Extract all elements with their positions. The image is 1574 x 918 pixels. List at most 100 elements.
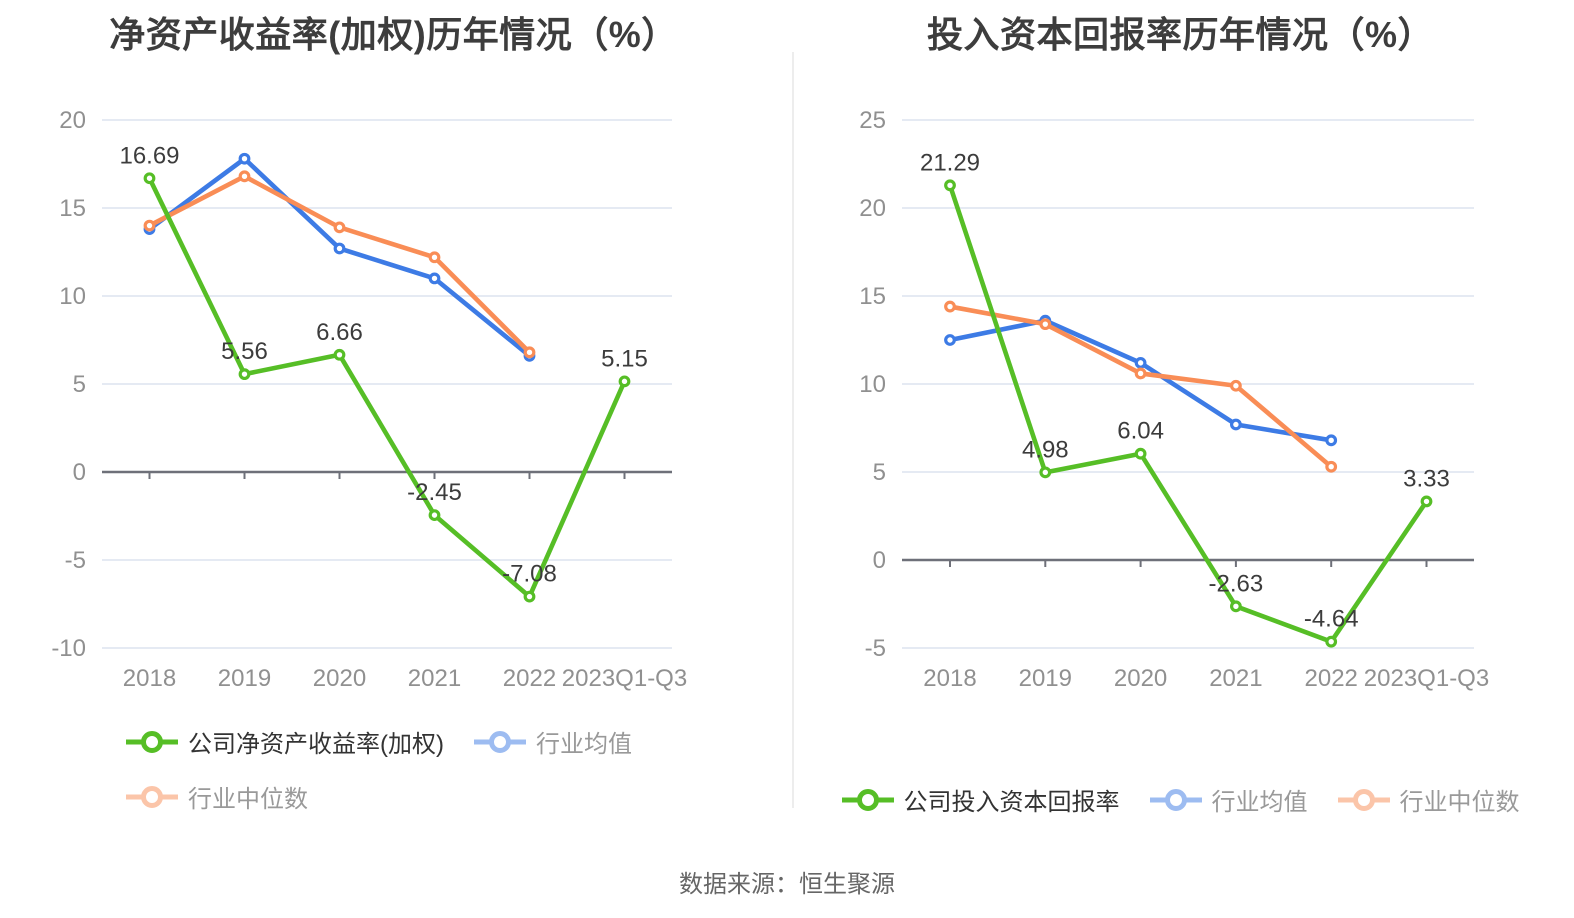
chart-title-roic: 投入资本回报率历年情况（%） bbox=[926, 14, 1434, 55]
legend-row: 行业中位数 bbox=[126, 779, 308, 814]
y-axis-tick-label: 15 bbox=[59, 195, 86, 222]
x-axis-tick-label: 2023Q1-Q3 bbox=[1364, 665, 1489, 692]
x-axis-tick-label: 2018 bbox=[923, 665, 976, 692]
point-company-roe-weighted-2019[interactable] bbox=[238, 368, 251, 381]
legend-roe: 公司净资产收益率(加权) 行业均值行业中位数 bbox=[126, 724, 632, 814]
legend-marker-company-roe-weighted-icon bbox=[126, 730, 178, 753]
x-axis-tick-label: 2022 bbox=[1305, 665, 1358, 692]
y-axis-tick-label: -5 bbox=[865, 635, 886, 662]
y-axis-tick-label: 20 bbox=[59, 107, 86, 134]
y-axis-tick-label: -10 bbox=[51, 635, 86, 662]
point-industry-median-2022[interactable] bbox=[1325, 460, 1338, 473]
legend-label-company-roic: 公司投入资本回报率 bbox=[903, 789, 1120, 816]
y-axis-tick-label: 5 bbox=[873, 459, 886, 486]
x-axis-tick-label: 2020 bbox=[1114, 665, 1167, 692]
x-axis-tick-label: 2023Q1-Q3 bbox=[562, 665, 687, 692]
point-industry-mean-2019[interactable] bbox=[238, 152, 251, 165]
y-axis-tick-label: 20 bbox=[859, 195, 886, 222]
data-label-company-roe-weighted: 6.66 bbox=[316, 319, 363, 346]
point-company-roic-2022[interactable] bbox=[1325, 635, 1338, 648]
roic-line-chart: 25 20 15 10 5 0 -5 2018 2019 2020 2021 2022 2023Q1-Q… bbox=[859, 107, 1489, 692]
point-industry-median-2020[interactable] bbox=[333, 221, 346, 234]
legend-item-industry-mean[interactable]: 行业均值 bbox=[473, 724, 632, 759]
point-company-roe-weighted-2022[interactable] bbox=[523, 590, 536, 603]
legend-label-company-roe-weighted: 公司净资产收益率(加权) bbox=[188, 731, 444, 758]
point-industry-median-2019[interactable] bbox=[238, 170, 251, 183]
data-label-company-roic: 4.98 bbox=[1022, 436, 1069, 463]
y-axis-tick-label: 15 bbox=[859, 283, 886, 310]
point-company-roic-2019[interactable] bbox=[1039, 466, 1052, 479]
point-industry-mean-2018[interactable] bbox=[944, 334, 956, 346]
point-industry-median-2022[interactable] bbox=[523, 346, 536, 359]
roe-line-chart: 20 15 10 5 0 -5 -10 2018 2019 2020 2021 2022 2023Q1-… bbox=[51, 107, 687, 692]
data-source-note: 数据来源：恒生聚源 bbox=[679, 871, 895, 898]
legend-item-industry-mean[interactable]: 行业均值 bbox=[1149, 782, 1308, 817]
point-company-roic-2018[interactable] bbox=[944, 179, 956, 192]
point-company-roe-weighted-2023Q1-Q3[interactable] bbox=[618, 375, 631, 388]
series-line-company-roe-weighted bbox=[147, 175, 627, 599]
chart-title-roe: 净资产收益率(加权)历年情况（%） bbox=[109, 14, 678, 55]
y-axis-tick-label: 0 bbox=[873, 547, 886, 574]
legend-label-industry-mean: 行业均值 bbox=[1211, 789, 1308, 816]
point-industry-mean-2021[interactable] bbox=[428, 272, 441, 285]
data-label-company-roe-weighted: -7.08 bbox=[502, 561, 557, 588]
data-label-company-roe-weighted: 16.69 bbox=[119, 142, 179, 169]
x-axis-tick-label: 2019 bbox=[1019, 665, 1072, 692]
point-company-roic-2021[interactable] bbox=[1230, 600, 1242, 613]
point-industry-median-2021[interactable] bbox=[428, 251, 441, 264]
point-industry-mean-2020[interactable] bbox=[333, 242, 346, 255]
point-company-roe-weighted-2020[interactable] bbox=[333, 348, 346, 361]
data-label-company-roe-weighted: -2.45 bbox=[407, 479, 462, 506]
legend-label-industry-mean: 行业均值 bbox=[535, 731, 632, 758]
y-axis-tick-label: 5 bbox=[73, 371, 86, 398]
point-industry-median-2018[interactable] bbox=[944, 300, 956, 313]
legend-row: 公司净资产收益率(加权) 行业均值 bbox=[126, 724, 632, 759]
legend-label-industry-median: 行业中位数 bbox=[188, 786, 308, 813]
series-line-company-roic bbox=[947, 182, 1429, 644]
legend-item-industry-median[interactable]: 行业中位数 bbox=[126, 779, 308, 814]
legend-item-company-roe-weighted[interactable]: 公司净资产收益率(加权) bbox=[126, 724, 444, 759]
y-axis-tick-label: 10 bbox=[59, 283, 86, 310]
point-industry-median-2019[interactable] bbox=[1039, 318, 1052, 331]
chart-panel-roic: 25 20 15 10 5 0 -5 2018 2019 2020 2021 2022 2023Q1-Q… bbox=[787, 0, 1574, 918]
legend-marker-industry-median-icon bbox=[1337, 788, 1390, 811]
point-company-roic-2020[interactable] bbox=[1134, 447, 1147, 460]
chart-panel-roe: 20 15 10 5 0 -5 -10 2018 2019 2020 2021 2022 2023Q1-… bbox=[51, 14, 687, 814]
legend-label-industry-median: 行业中位数 bbox=[1399, 789, 1520, 816]
point-company-roe-weighted-2021[interactable] bbox=[428, 509, 441, 522]
point-industry-mean-2021[interactable] bbox=[1230, 418, 1242, 431]
point-industry-mean-2022[interactable] bbox=[1325, 434, 1338, 447]
legend-marker-industry-mean-icon bbox=[473, 730, 526, 753]
point-industry-median-2020[interactable] bbox=[1134, 367, 1147, 380]
data-label-company-roe-weighted: 5.56 bbox=[221, 338, 268, 365]
data-label-company-roic: 3.33 bbox=[1403, 465, 1450, 492]
data-label-company-roic: 21.29 bbox=[920, 149, 980, 176]
x-axis-tick-label: 2019 bbox=[218, 665, 271, 692]
panel-divider bbox=[792, 52, 794, 808]
legend-row: 公司投入资本回报率 行业均值 行业中位数 bbox=[841, 782, 1520, 817]
y-axis-tick-label: 10 bbox=[859, 371, 886, 398]
legend-item-company-roic[interactable]: 公司投入资本回报率 bbox=[841, 782, 1120, 817]
x-axis-tick-label: 2018 bbox=[123, 665, 176, 692]
y-axis-tick-label: -5 bbox=[65, 547, 86, 574]
data-label-company-roic: -4.64 bbox=[1304, 606, 1359, 633]
y-axis-tick-label: 25 bbox=[859, 107, 886, 134]
point-industry-median-2021[interactable] bbox=[1230, 379, 1242, 392]
point-industry-median-2018[interactable] bbox=[143, 219, 156, 232]
x-axis-tick-label: 2022 bbox=[503, 665, 556, 692]
x-axis-tick-label: 2021 bbox=[408, 665, 461, 692]
point-industry-mean-2020[interactable] bbox=[1134, 356, 1147, 369]
point-company-roic-2023Q1-Q3[interactable] bbox=[1420, 495, 1433, 508]
x-axis-tick-label: 2020 bbox=[313, 665, 366, 692]
point-company-roe-weighted-2018[interactable] bbox=[143, 172, 156, 185]
data-label-company-roic: -2.63 bbox=[1209, 570, 1264, 597]
legend-marker-industry-median-icon bbox=[126, 785, 178, 808]
legend-item-industry-median[interactable]: 行业中位数 bbox=[1337, 782, 1520, 817]
data-label-company-roe-weighted: 5.15 bbox=[601, 345, 648, 372]
legend-roic: 公司投入资本回报率 行业均值 行业中位数 bbox=[787, 782, 1574, 817]
y-axis-tick-label: 0 bbox=[73, 459, 86, 486]
data-label-company-roic: 6.04 bbox=[1117, 418, 1164, 445]
x-axis-tick-label: 2021 bbox=[1209, 665, 1262, 692]
legend-marker-company-roic-icon bbox=[841, 788, 894, 811]
